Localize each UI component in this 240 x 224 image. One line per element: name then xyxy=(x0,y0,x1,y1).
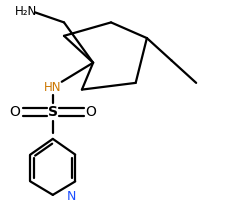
Text: N: N xyxy=(67,190,77,202)
Text: H₂N: H₂N xyxy=(15,5,37,18)
Text: O: O xyxy=(9,105,20,119)
Text: HN: HN xyxy=(44,81,61,94)
Text: S: S xyxy=(48,105,58,119)
Text: O: O xyxy=(85,105,96,119)
